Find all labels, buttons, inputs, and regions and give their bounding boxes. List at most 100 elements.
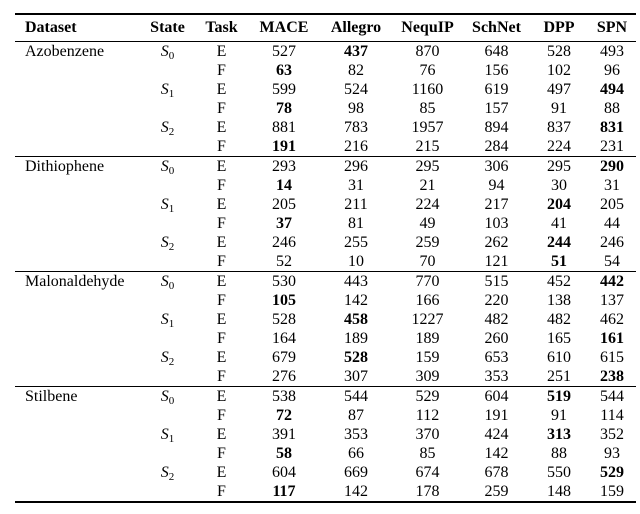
table-row: F 117 142 178 259 148 159: [15, 482, 636, 502]
cell-value: 544: [344, 388, 368, 405]
cell-value: 165: [547, 330, 571, 347]
cell-task: F: [217, 100, 226, 117]
cell-dataset: [15, 310, 140, 329]
state-symbol: S: [160, 273, 169, 290]
dataset-group: Stilbene S0 E 538 544 529 604 519 544 F 72 87 112 191…: [15, 387, 636, 503]
cell-value: 309: [415, 368, 440, 385]
cell-state: [140, 252, 195, 272]
cell-dataset: [15, 425, 140, 444]
cell-value: 352: [600, 426, 624, 443]
state-subscript: 0: [168, 280, 175, 292]
cell-task: E: [216, 349, 227, 366]
state-subscript: 0: [168, 395, 175, 407]
table-row: S2 E 246 255 259 262 244 246: [15, 233, 636, 253]
cell-state: [140, 291, 195, 310]
cell-dataset: Azobenzene: [25, 43, 105, 60]
cell-value: 462: [600, 311, 624, 328]
cell-value: 251: [547, 368, 571, 385]
cell-dataset: [15, 118, 140, 137]
table-row: Dithiophene S0 E 293 296 295 306 295 290: [15, 157, 636, 177]
cell-task: E: [216, 273, 227, 290]
cell-value: 164: [272, 330, 296, 347]
cell-value: 52: [276, 253, 292, 270]
col-header-task: Task: [205, 19, 238, 36]
cell-value: 679: [272, 349, 296, 366]
dataset-group: Malonaldehyde S0 E 530 443 770 515 452 442 F 105 14…: [15, 272, 636, 387]
col-header-spn: SPN: [596, 19, 628, 36]
state-subscript: 0: [168, 50, 175, 62]
cell-value: 293: [272, 158, 296, 175]
table-row: Stilbene S0 E 538 544 529 604 519 544: [15, 387, 636, 407]
cell-value: 295: [415, 158, 440, 175]
cell-value: 215: [415, 138, 440, 155]
table-row: F 72 87 112 191 91 114: [15, 406, 636, 425]
state-symbol: S: [160, 43, 169, 60]
cell-value: 112: [415, 407, 440, 424]
state-symbol: S: [160, 119, 169, 136]
cell-dataset: [15, 214, 140, 233]
cell-value: 870: [415, 43, 440, 60]
cell-state: [140, 176, 195, 195]
cell-value: 148: [547, 483, 571, 500]
cell-value: 259: [484, 483, 509, 500]
table-row: F 37 81 49 103 41 44: [15, 214, 636, 233]
cell-dataset: Dithiophene: [25, 158, 105, 175]
cell-value: 290: [600, 158, 624, 175]
state-symbol: S: [160, 426, 169, 443]
cell-value: 306: [484, 158, 509, 175]
cell-task: E: [216, 43, 227, 60]
cell-value: 142: [344, 292, 368, 309]
col-header-mace: MACE: [259, 19, 309, 36]
table-row: S2 E 604 669 674 678 550 529: [15, 463, 636, 483]
cell-value: 103: [484, 215, 509, 232]
cell-value: 458: [344, 311, 368, 328]
cell-dataset: [15, 444, 140, 463]
cell-value: 81: [348, 215, 364, 232]
cell-value: 615: [600, 349, 624, 366]
cell-value: 211: [344, 196, 368, 213]
cell-value: 205: [600, 196, 624, 213]
cell-value: 783: [344, 119, 368, 136]
cell-value: 105: [272, 292, 296, 309]
state-subscript: 1: [168, 318, 175, 330]
cell-state: [140, 367, 195, 387]
cell-value: 231: [600, 138, 624, 155]
cell-value: 538: [272, 388, 296, 405]
cell-value: 204: [547, 196, 571, 213]
state-subscript: 1: [168, 433, 175, 445]
cell-dataset: [15, 329, 140, 348]
cell-value: 138: [547, 292, 571, 309]
cell-value: 353: [484, 368, 509, 385]
cell-value: 224: [547, 138, 571, 155]
cell-value: 88: [604, 100, 620, 117]
cell-value: 674: [415, 464, 440, 481]
cell-value: 528: [344, 349, 368, 366]
cell-value: 370: [415, 426, 440, 443]
cell-value: 191: [484, 407, 509, 424]
table-row: S1 E 391 353 370 424 313 352: [15, 425, 636, 445]
table-row: S1 E 205 211 224 217 204 205: [15, 195, 636, 215]
cell-value: 224: [415, 196, 440, 213]
state-symbol: S: [160, 349, 169, 366]
cell-value: 121: [484, 253, 509, 270]
cell-value: 142: [344, 483, 368, 500]
cell-value: 76: [419, 62, 436, 79]
paper-table-page: Dataset State Task MACE Allegro NequIP S…: [0, 13, 640, 503]
cell-value: 216: [344, 138, 368, 155]
cell-value: 85: [419, 100, 436, 117]
cell-value: 72: [276, 407, 292, 424]
cell-value: 519: [547, 388, 571, 405]
cell-state: [140, 61, 195, 80]
cell-state: S1: [140, 80, 195, 100]
cell-value: 524: [344, 81, 368, 98]
cell-value: 831: [600, 119, 624, 136]
cell-value: 307: [344, 368, 368, 385]
cell-value: 85: [419, 445, 436, 462]
cell-value: 260: [484, 330, 509, 347]
state-subscript: 0: [168, 165, 175, 177]
cell-task: F: [217, 62, 226, 79]
cell-state: S0: [140, 157, 195, 177]
cell-dataset: [15, 176, 140, 195]
cell-value: 66: [348, 445, 364, 462]
cell-value: 205: [272, 196, 296, 213]
